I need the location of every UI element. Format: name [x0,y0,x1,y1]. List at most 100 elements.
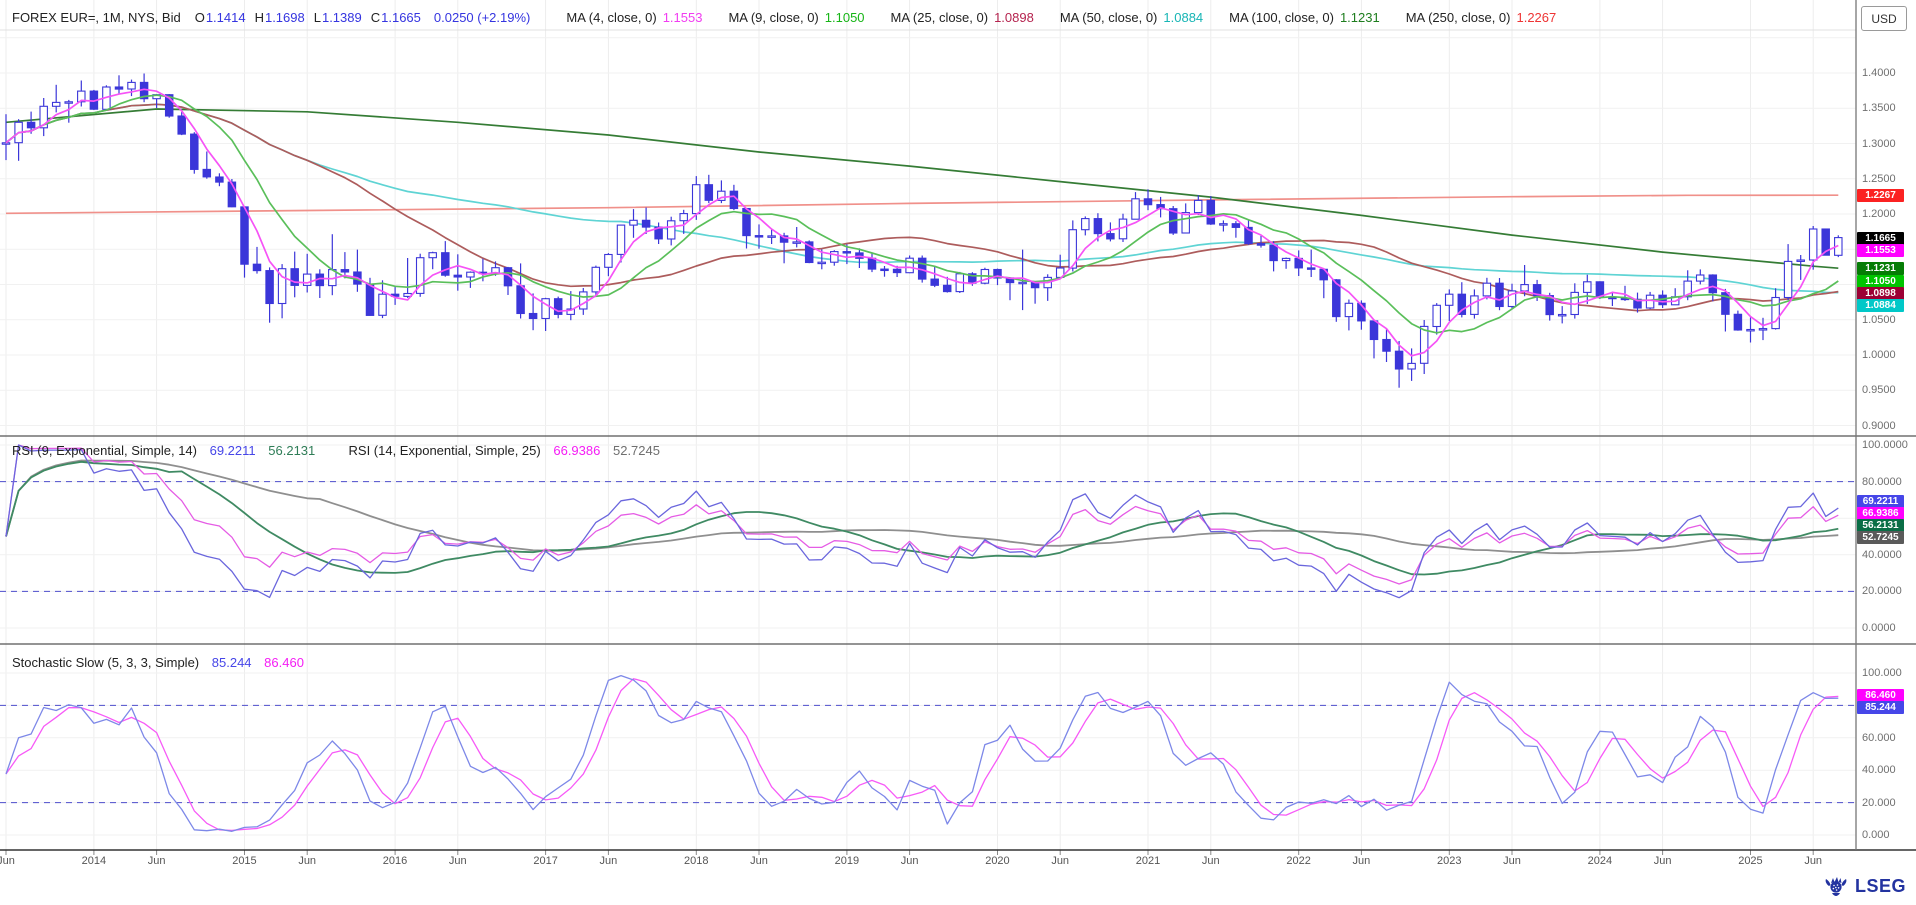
vertical-gridlines [5,0,1814,855]
ohlc-value: 1.1414 [205,10,246,25]
rsi-axis-label: 20.0000 [1862,585,1902,598]
ma-legend-value: 1.0884 [1163,10,1204,25]
time-axis-label: Jun [1503,855,1521,867]
time-axis-label: Jun [147,855,166,867]
ohlc-label: L [313,10,321,25]
ohlc-value: 1.1389 [321,10,362,25]
time-axis-label: Jun [599,855,618,867]
rsi14-label[interactable]: RSI (14, Exponential, Simple, 25) [348,443,541,458]
stochastic-legend: Stochastic Slow (5, 3, 3, Simple) 85.244… [12,655,304,670]
time-axis-label: 2021 [1135,855,1161,867]
stochastic-k-value: 85.244 [211,655,252,670]
time-axis-label: 2014 [81,855,107,867]
rsi-legend: RSI (9, Exponential, Simple, 14) 69.2211… [12,443,660,458]
ma-legend-label: MA (9, close, 0) [728,10,819,25]
ma-legend-item[interactable]: MA (4, close, 0) 1.1553 [566,10,702,25]
rsi9-label[interactable]: RSI (9, Exponential, Simple, 14) [12,443,197,458]
price-badge: 1.1553 [1857,243,1904,257]
time-axis-label: Jun [298,855,317,867]
ma-legend-value: 1.1050 [824,10,865,25]
ma-legend-label: MA (4, close, 0) [566,10,657,25]
price-axis-label: 1.2000 [1862,208,1896,220]
ohlc-item: L1.1389 [314,10,362,25]
time-axis-label: 2024 [1587,855,1613,867]
lseg-branding: LSEG [1824,874,1906,898]
rsi-series [5,444,1839,599]
stoch-axis-label: 100.000 [1862,667,1902,679]
price-axis-label: 1.0500 [1862,313,1896,326]
ma-legend-item[interactable]: MA (25, close, 0) 1.0898 [891,10,1034,25]
time-axis-label: 2022 [1286,855,1311,867]
time-axis-label: 2019 [834,855,860,867]
ohlc-value: 1.1665 [381,10,421,25]
time-axis-label: 2023 [1437,855,1462,867]
ma-legend-value: 1.1553 [662,10,703,25]
time-axis-label: Jun [900,855,919,867]
rsi-axis-label: 80.0000 [1862,475,1902,488]
time-axis-label: 2020 [985,855,1010,867]
candlestick-series [1,73,1843,388]
time-axis-label: Jun [750,855,768,867]
price-badge: 86.460 [1857,688,1904,702]
price-badge: 1.0898 [1857,286,1904,300]
time-axis-label: 2015 [232,855,257,867]
price-axis-label: 1.3500 [1862,102,1896,115]
ma-legend-label: MA (25, close, 0) [890,10,989,25]
time-axis-label: 2016 [382,855,408,867]
price-badge: 1.2267 [1857,189,1904,203]
fast-ma-lines [5,88,1839,357]
time-axis-label: Jun [448,855,467,867]
ma-legend-item[interactable]: MA (50, close, 0) 1.0884 [1060,10,1203,25]
lseg-thistle-icon [1825,877,1847,896]
stoch-axis-label: 0.000 [1862,829,1890,841]
price-badge: 66.9386 [1857,507,1904,521]
panel-dividers [0,0,1916,851]
stoch-axis-label: 40.000 [1862,764,1896,777]
time-axis-label: Jun [1804,855,1823,867]
rsi-axis-label: 0.0000 [1862,622,1896,634]
price-badge: 1.1231 [1857,262,1904,276]
ma-legend-label: MA (100, close, 0) [1229,10,1334,25]
ma-legend-item[interactable]: MA (250, close, 0) 1.2267 [1406,10,1557,25]
price-axis-label: 0.9500 [1862,384,1896,397]
instrument-title[interactable]: FOREX EUR=, 1M, NYS, Bid [12,10,181,25]
ohlc-label: H [254,10,264,25]
ohlc-label: O [194,10,205,25]
ohlc-item: C1.1665 [371,10,421,25]
price-badge: 56.2131 [1857,519,1904,533]
ma-legend-value: 1.2267 [1516,10,1557,25]
currency-axis-button[interactable]: USD [1861,6,1907,31]
change-value: 0.0250 (+2.19%) [433,10,531,25]
ma-legend-item[interactable]: MA (100, close, 0) 1.1231 [1229,10,1380,25]
time-axis-label: Jun [1051,855,1070,867]
stochastic-label[interactable]: Stochastic Slow (5, 3, 3, Simple) [12,655,200,670]
ma-legend-item[interactable]: MA (9, close, 0) 1.1050 [728,10,864,25]
price-badge: 1.1050 [1857,274,1904,288]
price-axis-label: 1.4000 [1862,67,1896,79]
rsi14-value: 66.9386 [553,443,601,458]
ohlc-item: O1.1414 [195,10,246,25]
ohlc-values: O1.1414 H1.1698 L1.1389 C1.1665 [195,10,430,25]
price-axis-label: 1.0000 [1862,349,1896,361]
price-axis-label: 0.9000 [1862,419,1896,432]
chart-legend: FOREX EUR=, 1M, NYS, Bid O1.1414 H1.1698 L… [12,10,1556,25]
time-axis-label: Jun [1352,855,1371,867]
stochastic-d-value: 86.460 [264,655,304,670]
stochastic-series [5,674,1839,832]
time-axis-label: Jun [1653,855,1672,867]
time-axis-label: 2025 [1738,855,1763,867]
price-badge: 85.244 [1857,700,1904,714]
ma-legend-value: 1.0898 [994,10,1034,25]
time-axis-label: Jun [0,855,15,867]
ohlc-item: H1.1698 [255,10,305,25]
price-badge: 1.1665 [1857,231,1904,245]
price-badge: 1.0884 [1857,298,1904,312]
rsi14-ma-value: 52.7245 [612,443,660,458]
ma-legend-label: MA (250, close, 0) [1405,10,1511,25]
time-axis-label: Jun [1201,855,1220,867]
price-axis-label: 1.2500 [1862,172,1896,185]
lseg-logo-text: LSEG [1854,875,1906,896]
rsi9-value: 69.2211 [209,443,256,458]
